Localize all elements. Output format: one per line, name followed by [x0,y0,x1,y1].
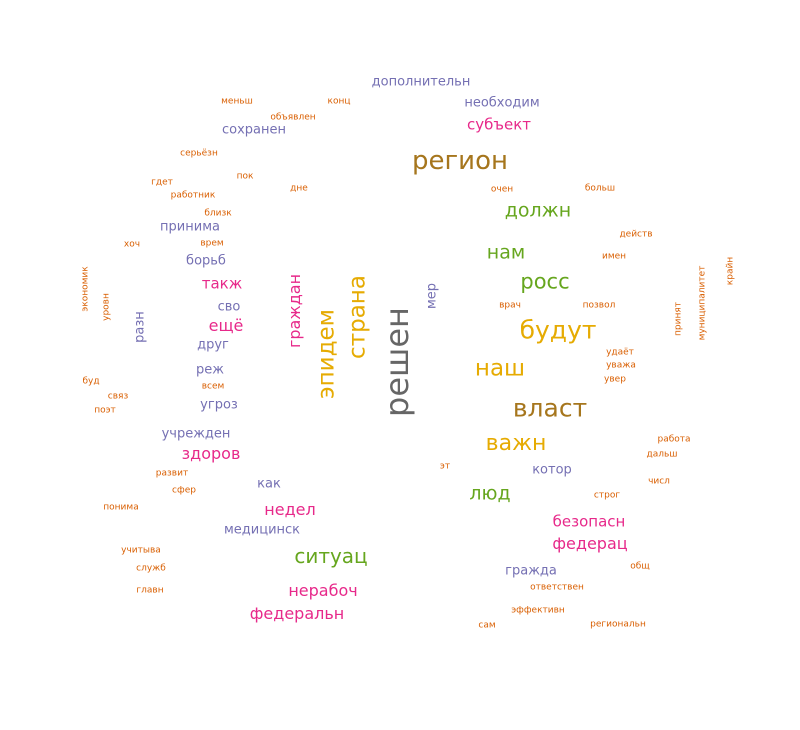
word-cloud-word: работа [657,434,691,445]
word-cloud-word: очен [490,184,514,195]
word-cloud-word: федерац [552,534,628,553]
word-cloud-word: люд [469,482,511,505]
word-cloud-word: нерабоч [288,581,358,600]
word-cloud-word: врем [200,238,224,249]
word-cloud-word: угроз [200,397,238,413]
word-cloud-word: мер [424,282,440,310]
word-cloud-word: пок [236,171,254,182]
word-cloud-word: борьб [186,253,226,269]
word-cloud-word: дальш [646,449,678,460]
word-cloud-word: ситуац [294,544,368,568]
word-cloud-word: развит [155,468,189,479]
word-cloud-word: нам [486,241,526,264]
word-cloud-word: как [257,476,281,492]
word-cloud-word: сам [478,620,496,631]
word-cloud-word: сво [217,299,241,315]
word-cloud-word: понима [103,502,139,513]
word-cloud-word: власт [512,393,588,423]
word-cloud-word: наш [474,355,526,382]
word-cloud-word: служб [136,563,166,574]
word-cloud-word: такж [201,274,243,293]
word-cloud-word: принят [673,302,684,336]
word-cloud-word: медицинск [223,522,301,538]
word-cloud-word: эт [439,461,451,472]
word-cloud-word: гдет [151,177,173,188]
word-cloud-word: граждан [285,273,304,349]
word-cloud-word: числ [648,476,670,487]
word-cloud-word: строг [593,490,621,501]
word-cloud-word: важн [485,431,547,456]
word-cloud-word: учитыва [121,545,161,556]
word-cloud-word: имен [601,251,627,262]
word-cloud-word: решен [378,307,416,417]
word-cloud-word: будут [519,315,597,345]
word-cloud-word: уровн [101,293,112,321]
word-cloud-word: удаёт [606,347,634,358]
word-cloud-word: росс [520,269,570,294]
word-cloud-word: федеральн [249,604,345,623]
word-cloud-word: поэт [94,405,116,416]
word-cloud-word: увер [604,374,626,385]
word-cloud-word: региональн [590,619,646,630]
word-cloud-word: всем [201,381,225,392]
word-cloud-word: крайн [725,256,736,286]
word-cloud-word: действ [619,229,653,240]
word-cloud-word: эффективн [511,605,565,616]
word-cloud-word: субъект [467,115,531,134]
word-cloud-word: главн [136,585,164,596]
word-cloud-word: сфер [172,485,196,496]
word-cloud-word: уважа [606,360,636,371]
word-cloud-word: должн [504,199,572,222]
word-cloud-word: страна [344,275,371,359]
word-cloud-word: эпидем [313,308,340,400]
word-cloud-word: близк [204,208,232,219]
word-cloud-word: друг [197,337,229,353]
word-cloud-word: недел [264,500,316,519]
word-cloud-word: экономик [80,266,91,312]
word-cloud-word: объявлен [270,112,316,123]
word-cloud-word: врач [499,300,521,311]
word-cloud-word: принима [160,219,220,235]
word-cloud-word: разн [132,311,148,343]
word-cloud-word: учрежден [161,426,231,442]
word-cloud-word: необходим [464,95,540,111]
word-cloud-word: ещё [208,316,244,335]
word-cloud-word: ответствен [530,582,584,593]
word-cloud-word: дне [290,183,308,194]
word-cloud-word: муниципалитет [697,265,708,341]
word-cloud-word: меньш [221,96,253,107]
word-cloud-word: гражда [505,563,557,579]
word-cloud-word: общ [630,561,650,572]
word-cloud-word: конц [327,96,351,107]
word-cloud-word: буд [82,376,100,387]
word-cloud-word: работник [170,190,216,201]
word-cloud-word: безопасн [552,512,626,531]
word-cloud-word: больш [584,183,616,194]
word-cloud-word: сохранен [221,122,287,138]
word-cloud-word: связ [107,391,129,402]
word-cloud-word: серьёзн [180,148,218,159]
word-cloud-word: реж [196,362,224,378]
word-cloud-word: котор [532,462,572,478]
word-cloud-word: дополнительн [371,74,471,90]
word-cloud-word: позвол [582,300,616,311]
word-cloud-word: хоч [123,239,141,250]
word-cloud-word: здоров [181,444,241,463]
word-cloud-word: регион [412,146,508,176]
